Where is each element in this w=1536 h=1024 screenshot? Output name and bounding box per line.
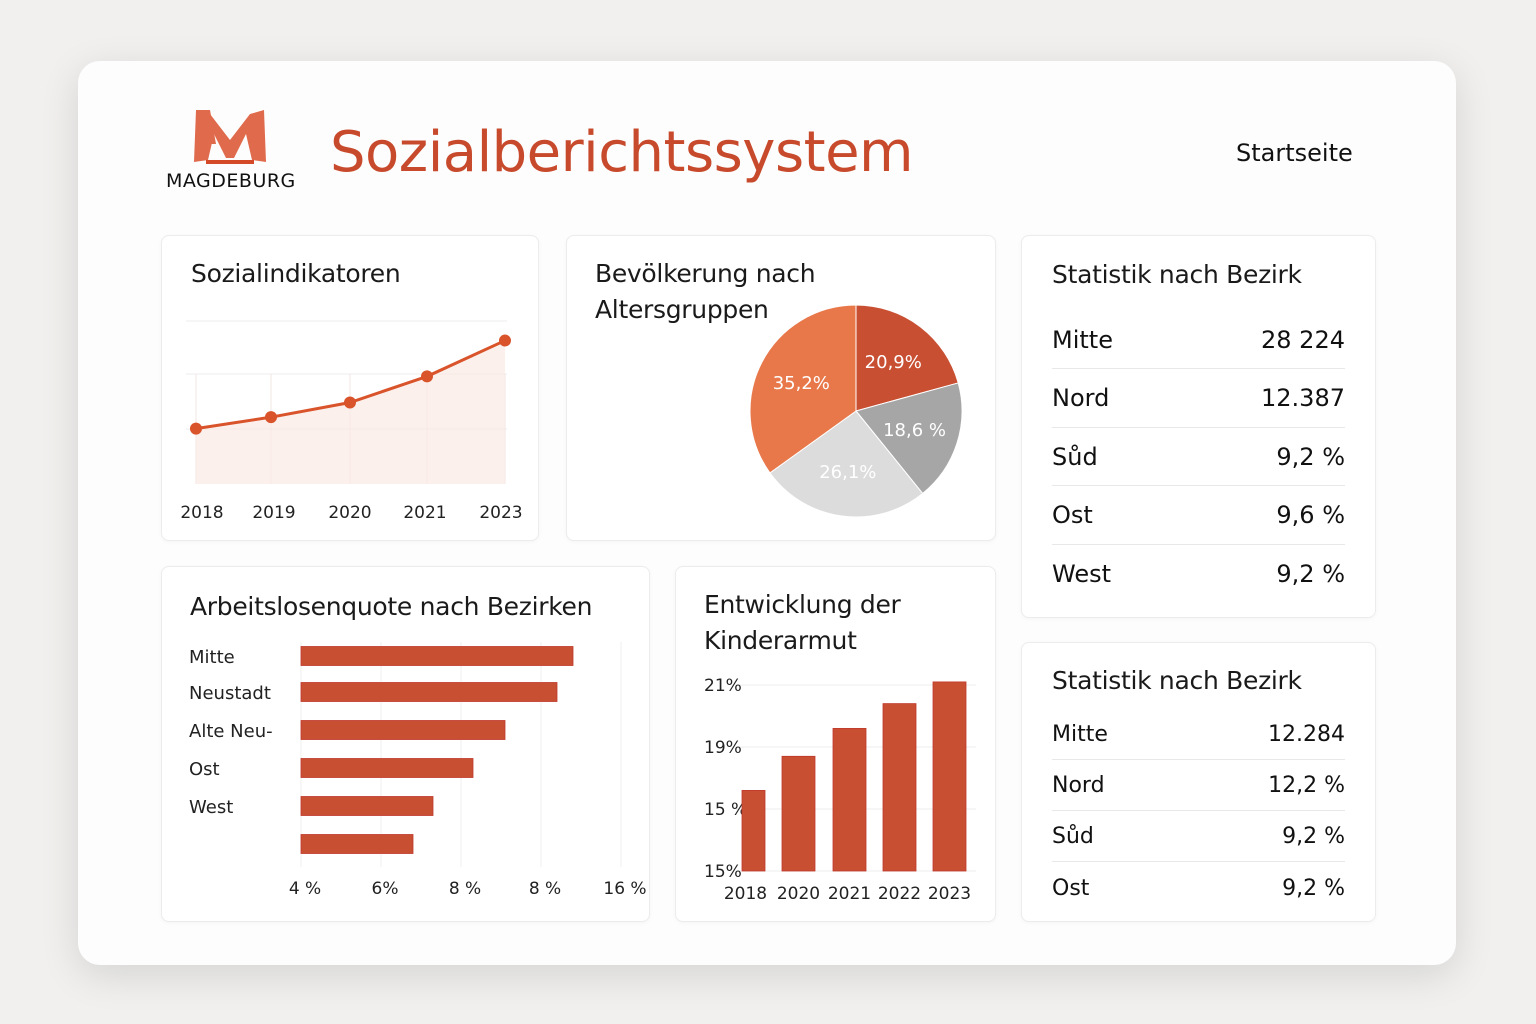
data-point xyxy=(421,370,433,383)
x-tick-label: 2020 xyxy=(777,884,820,904)
x-tick-label: 2023 xyxy=(479,503,522,523)
x-tick-label: 2023 xyxy=(928,884,971,904)
y-tick-label: 19% xyxy=(704,738,742,758)
category-label: Ost xyxy=(189,759,220,780)
bar xyxy=(300,682,558,702)
indicators-line-chart: 2018 2019 2020 2021 2023 xyxy=(180,320,523,523)
child-poverty-bar-chart: 21% 19% 15 % 15%2018 2020 2021 2022 2023 xyxy=(704,676,976,904)
district-value: 28 224 xyxy=(1261,325,1345,354)
y-tick-label: 15% xyxy=(704,862,742,882)
data-point xyxy=(265,411,277,424)
x-tick-label: 2021 xyxy=(403,503,446,523)
district-name: Sůd xyxy=(1052,824,1094,849)
district-name: Nord xyxy=(1052,773,1105,798)
district-name: Ost xyxy=(1052,875,1090,901)
district-value: 12.387 xyxy=(1261,384,1345,412)
x-tick-label: 2018 xyxy=(724,884,767,904)
district-name: Ost xyxy=(1052,501,1093,529)
x-tick-label: 6% xyxy=(372,879,399,899)
population-pie-chart: 20,9% 18,6 % 26,1% 35,2% xyxy=(749,304,963,518)
pie-slice xyxy=(749,304,857,474)
bar xyxy=(932,681,967,872)
unemployment-bar-chart: 4 % 6% 8 % 8 % 16 % Mitte Neustadt Alte Neu- Ost… xyxy=(189,642,647,899)
bar xyxy=(300,720,506,740)
district-value: 9,2 % xyxy=(1276,560,1345,588)
table-row: Sůd 9,2 % xyxy=(1052,428,1345,486)
x-tick-label: 2018 xyxy=(180,503,223,523)
district-value: 9,2 % xyxy=(1282,824,1345,849)
magdeburg-logo[interactable]: MAGDEBURG xyxy=(160,104,300,196)
slice-label: 35,2% xyxy=(773,373,830,394)
card-title-line1: Entwicklung der xyxy=(704,590,901,619)
pie-slice xyxy=(769,410,924,518)
bar xyxy=(781,755,816,872)
unemployment-card: Arbeitslosenquote nach Bezirken 4 % 6% 8 %… xyxy=(161,566,650,922)
table-row: Sůd 9,2 % xyxy=(1052,812,1345,862)
district-stats-card-2: Statistik nach Bezirk Mitte 12.284 Nord 12,… xyxy=(1021,642,1376,922)
data-point xyxy=(344,396,356,409)
district-name: West xyxy=(1052,560,1112,588)
logo-crown-icon xyxy=(194,110,266,164)
district-name: Sůd xyxy=(1052,442,1098,471)
table-row: Nord 12,2 % xyxy=(1052,761,1345,811)
table-row: West 9,2 % xyxy=(1052,545,1345,603)
x-tick-label: 8 % xyxy=(529,879,561,899)
card-title: Sozialindikatoren xyxy=(191,259,401,288)
category-label: Mitte xyxy=(189,647,235,668)
logo-text: MAGDEBURG xyxy=(166,170,296,192)
page-title: Sozialberichtssystem xyxy=(330,120,914,185)
category-label: Alte Neu- xyxy=(189,721,273,742)
district-value: 9,2 % xyxy=(1282,875,1345,901)
table-row: Ost 9,2 % xyxy=(1052,863,1345,913)
card-title: Arbeitslosenquote nach Bezirken xyxy=(190,592,593,621)
nav-startseite-link[interactable]: Startseite xyxy=(1236,139,1353,167)
bar xyxy=(300,796,434,816)
district-name: Mitte xyxy=(1052,325,1113,354)
card-title-line1: Bevölkerung nach xyxy=(595,259,816,288)
x-tick-label: 8 % xyxy=(449,879,481,899)
x-tick-label: 4 % xyxy=(289,879,321,899)
bar xyxy=(300,834,414,854)
bar xyxy=(741,789,766,872)
slice-label: 20,9% xyxy=(865,352,922,373)
district-value: 9,6 % xyxy=(1276,501,1345,529)
data-point xyxy=(499,334,511,347)
table-row: Mitte 28 224 xyxy=(1052,311,1345,369)
bar xyxy=(882,703,917,872)
x-tick-label: 16 % xyxy=(603,879,646,899)
population-card: Bevölkerung nach Altersgruppen 20,9% 18,6… xyxy=(566,235,996,541)
card-title-line2: Kinderarmut xyxy=(704,626,857,655)
x-tick-label: 2022 xyxy=(878,884,921,904)
card-title: Statistik nach Bezirk xyxy=(1052,260,1302,289)
card-title: Statistik nach Bezirk xyxy=(1052,666,1302,695)
pie-slice xyxy=(855,304,959,412)
bar xyxy=(300,758,474,778)
table-row: Mitte 12.284 xyxy=(1052,710,1345,760)
bar xyxy=(300,646,574,666)
bar xyxy=(832,727,867,872)
district-stats-card: Statistik nach Bezirk Mitte 28 224 Nord 12.… xyxy=(1021,235,1376,618)
slice-label: 26,1% xyxy=(819,462,876,483)
data-point xyxy=(190,422,202,435)
pie-slice xyxy=(855,382,963,495)
category-label: Neustadt xyxy=(189,683,271,704)
table-row: Nord 12.387 xyxy=(1052,370,1345,428)
district-value: 12,2 % xyxy=(1268,773,1345,798)
district-value: 9,2 % xyxy=(1276,442,1345,471)
indicators-card: Sozialindikatoren 2018 2019 2020 2021 2023 xyxy=(161,235,539,541)
x-tick-label: 2020 xyxy=(328,503,371,523)
slice-label: 18,6 % xyxy=(883,420,946,441)
y-tick-label: 21% xyxy=(704,676,742,696)
y-tick-label: 15 % xyxy=(704,800,747,820)
card-title-line2: Altersgruppen xyxy=(595,295,769,324)
x-tick-label: 2021 xyxy=(828,884,871,904)
district-name: Nord xyxy=(1052,384,1110,412)
district-name: Mitte xyxy=(1052,722,1108,747)
category-label: West xyxy=(189,797,233,818)
child-poverty-card: Entwicklung der Kinderarmut 21% 19% 15 % 15… xyxy=(675,566,996,922)
x-tick-label: 2019 xyxy=(252,503,295,523)
district-value: 12.284 xyxy=(1268,722,1345,747)
table-row: Ost 9,6 % xyxy=(1052,487,1345,545)
